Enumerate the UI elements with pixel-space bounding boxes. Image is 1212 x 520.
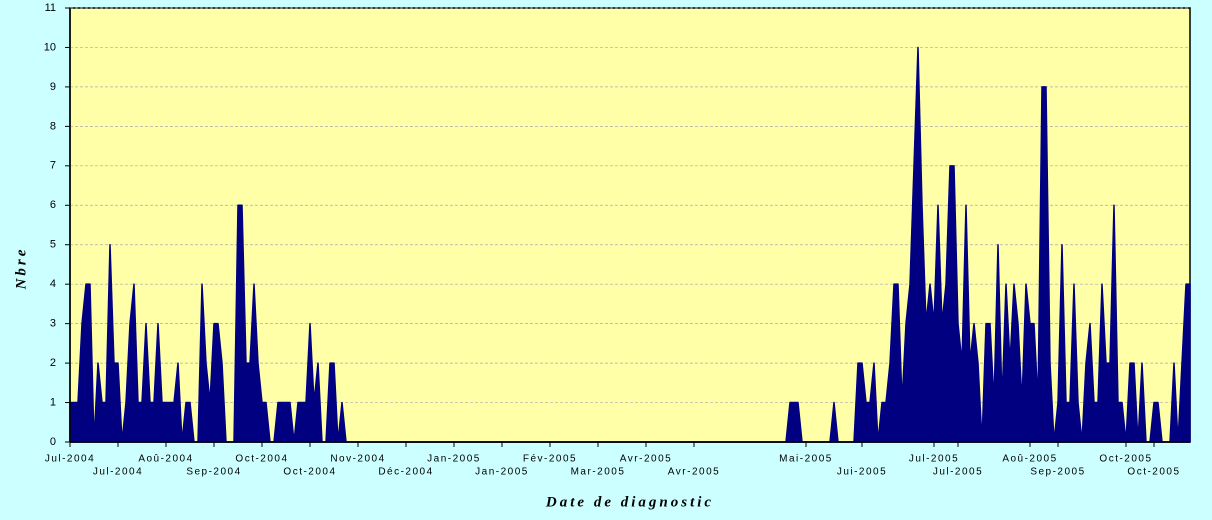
y-axis-label: Nbre	[13, 247, 29, 291]
x-tick-label: Nov-2004	[330, 454, 385, 465]
x-tick-label: Oct-2005	[1127, 467, 1180, 478]
x-tick-label: Déc-2004	[378, 467, 433, 478]
y-tick-label: 6	[50, 199, 56, 211]
y-tick-label: 3	[50, 318, 56, 330]
x-tick-label: Oct-2004	[283, 467, 336, 478]
x-tick-label: Jui-2005	[837, 467, 887, 478]
x-tick-label: Aoû-2005	[1002, 454, 1057, 465]
y-tick-label: 0	[50, 436, 56, 448]
x-tick-label: Mar-2005	[571, 467, 626, 478]
x-tick-label: Fév-2005	[523, 454, 577, 465]
y-tick-label: 9	[50, 81, 56, 93]
x-tick-label: Jul-2005	[909, 454, 959, 465]
y-tick-label: 7	[50, 160, 56, 172]
y-tick-label: 8	[50, 120, 56, 132]
y-tick-label: 2	[50, 357, 56, 369]
x-tick-label: Sep-2004	[186, 467, 241, 478]
x-axis-label: Date de diagnostic	[545, 494, 714, 510]
x-tick-label: Jul-2004	[45, 454, 95, 465]
x-tick-label: Aoû-2004	[138, 454, 193, 465]
x-tick-label: Mai-2005	[779, 454, 833, 465]
x-tick-label: Jul-2004	[93, 467, 143, 478]
y-tick-label: 10	[44, 41, 56, 53]
x-tick-label: Jan-2005	[475, 467, 529, 478]
y-tick-label: 11	[45, 2, 56, 14]
x-tick-label: Jul-2005	[933, 467, 983, 478]
x-tick-label: Avr-2005	[620, 454, 672, 465]
x-tick-label: Oct-2005	[1099, 454, 1152, 465]
y-tick-label: 1	[50, 396, 56, 408]
y-tick-label: 5	[50, 239, 56, 251]
x-tick-label: Oct-2004	[235, 454, 288, 465]
x-tick-label: Avr-2005	[668, 467, 720, 478]
x-tick-label: Jan-2005	[427, 454, 481, 465]
y-tick-label: 4	[50, 278, 56, 290]
x-tick-label: Sep-2005	[1030, 467, 1085, 478]
